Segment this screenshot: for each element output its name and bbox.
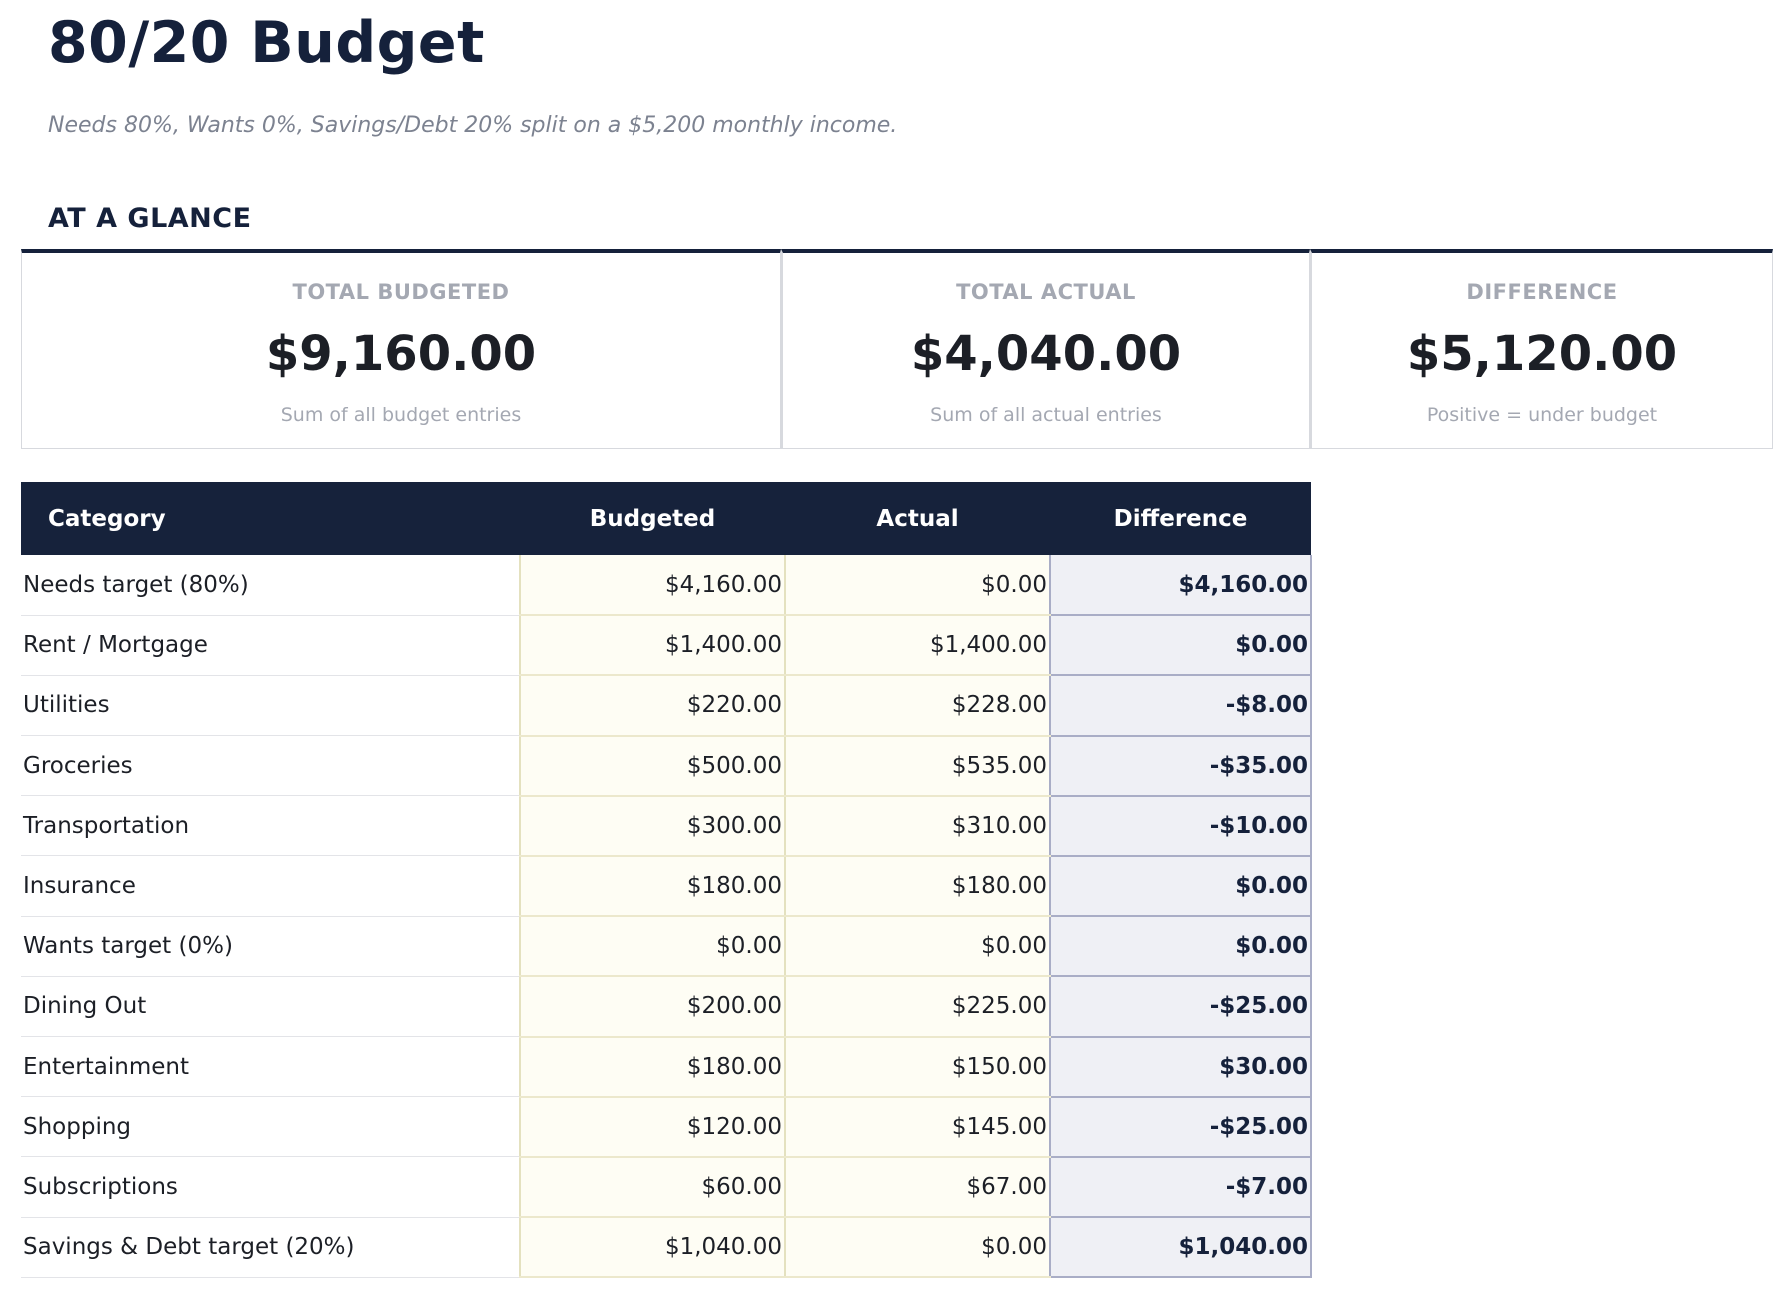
difference-cell: -$7.00 <box>1049 1156 1312 1219</box>
difference-cell: -$8.00 <box>1049 675 1312 737</box>
actual-cell[interactable]: $0.00 <box>784 555 1050 617</box>
category-cell: Utilities <box>21 675 520 737</box>
budgeted-cell[interactable]: $300.00 <box>519 795 785 857</box>
actual-cell[interactable]: $0.00 <box>784 916 1050 978</box>
category-cell: Dining Out <box>21 976 520 1038</box>
table-row: Insurance $180.00 $180.00 $0.00 <box>21 855 1312 918</box>
category-cell: Entertainment <box>21 1036 520 1098</box>
budget-table: Category Budgeted Actual Difference Need… <box>21 482 1312 1279</box>
difference-cell: $30.00 <box>1049 1036 1312 1098</box>
table-row: Utilities $220.00 $228.00 -$8.00 <box>21 675 1312 737</box>
table-row: Dining Out $200.00 $225.00 -$25.00 <box>21 976 1312 1038</box>
budgeted-cell[interactable]: $120.00 <box>519 1096 785 1158</box>
category-cell: Savings & Debt target (20%) <box>21 1217 520 1278</box>
total-actual-card: TOTAL ACTUAL $4,040.00 Sum of all actual… <box>781 249 1310 449</box>
page-title: 80/20 Budget <box>48 10 485 76</box>
table-row: Rent / Mortgage $1,400.00 $1,400.00 $0.0… <box>21 615 1312 677</box>
page-subtitle: Needs 80%, Wants 0%, Savings/Debt 20% sp… <box>48 113 898 138</box>
card-label: DIFFERENCE <box>1466 280 1618 304</box>
card-label: TOTAL ACTUAL <box>956 280 1136 304</box>
category-cell: Needs target (80%) <box>21 555 520 616</box>
budgeted-cell[interactable]: $200.00 <box>519 976 785 1038</box>
actual-cell[interactable]: $180.00 <box>784 855 1050 918</box>
total-budgeted-card: TOTAL BUDGETED $9,160.00 Sum of all budg… <box>21 249 781 449</box>
difference-cell: $1,040.00 <box>1049 1217 1312 1279</box>
card-note: Sum of all actual entries <box>930 404 1162 426</box>
budgeted-cell[interactable]: $180.00 <box>519 1036 785 1098</box>
summary-cards: TOTAL BUDGETED $9,160.00 Sum of all budg… <box>21 249 1773 449</box>
actual-cell[interactable]: $150.00 <box>784 1036 1050 1098</box>
card-value: $5,120.00 <box>1406 326 1678 382</box>
card-note: Positive = under budget <box>1426 404 1658 426</box>
category-cell: Groceries <box>21 735 520 797</box>
category-cell: Wants target (0%) <box>21 916 520 977</box>
actual-cell[interactable]: $0.00 <box>784 1217 1050 1279</box>
actual-cell[interactable]: $535.00 <box>784 735 1050 797</box>
difference-cell: -$25.00 <box>1049 1096 1312 1158</box>
actual-cell[interactable]: $145.00 <box>784 1096 1050 1158</box>
section-heading-at-a-glance: AT A GLANCE <box>48 203 252 234</box>
table-row: Needs target (80%) $4,160.00 $0.00 $4,16… <box>21 555 1312 617</box>
table-row: Savings & Debt target (20%) $1,040.00 $0… <box>21 1217 1312 1279</box>
card-value: $4,040.00 <box>910 326 1182 382</box>
table-row: Transportation $300.00 $310.00 -$10.00 <box>21 795 1312 857</box>
difference-card: DIFFERENCE $5,120.00 Positive = under bu… <box>1310 249 1773 449</box>
category-cell: Rent / Mortgage <box>21 615 520 676</box>
budgeted-cell[interactable]: $0.00 <box>519 916 785 978</box>
table-row: Shopping $120.00 $145.00 -$25.00 <box>21 1096 1312 1158</box>
table-header-row: Category Budgeted Actual Difference <box>21 482 1311 555</box>
budgeted-cell[interactable]: $4,160.00 <box>519 555 785 617</box>
category-cell: Shopping <box>21 1096 520 1158</box>
table-row: Entertainment $180.00 $150.00 $30.00 <box>21 1036 1312 1098</box>
category-cell: Subscriptions <box>21 1156 520 1218</box>
actual-cell[interactable]: $225.00 <box>784 976 1050 1038</box>
table-row: Groceries $500.00 $535.00 -$35.00 <box>21 735 1312 797</box>
budgeted-cell[interactable]: $1,040.00 <box>519 1217 785 1279</box>
table-row: Subscriptions $60.00 $67.00 -$7.00 <box>21 1156 1312 1219</box>
difference-cell: $0.00 <box>1049 855 1312 918</box>
card-value: $9,160.00 <box>265 326 537 382</box>
card-note: Sum of all budget entries <box>280 404 522 426</box>
budgeted-cell[interactable]: $220.00 <box>519 675 785 737</box>
category-cell: Transportation <box>21 795 520 857</box>
card-label: TOTAL BUDGETED <box>292 280 510 304</box>
budgeted-cell[interactable]: $500.00 <box>519 735 785 797</box>
budgeted-cell[interactable]: $60.00 <box>519 1156 785 1219</box>
difference-cell: $0.00 <box>1049 615 1312 677</box>
difference-cell: -$10.00 <box>1049 795 1312 857</box>
difference-cell: -$25.00 <box>1049 976 1312 1038</box>
column-header-actual[interactable]: Actual <box>785 482 1050 555</box>
budgeted-cell[interactable]: $180.00 <box>519 855 785 918</box>
difference-cell: $4,160.00 <box>1049 555 1312 617</box>
actual-cell[interactable]: $310.00 <box>784 795 1050 857</box>
difference-cell: -$35.00 <box>1049 735 1312 797</box>
category-cell: Insurance <box>21 855 520 917</box>
column-header-difference[interactable]: Difference <box>1050 482 1311 555</box>
table-row: Wants target (0%) $0.00 $0.00 $0.00 <box>21 916 1312 978</box>
actual-cell[interactable]: $228.00 <box>784 675 1050 737</box>
budgeted-cell[interactable]: $1,400.00 <box>519 615 785 677</box>
column-header-budgeted[interactable]: Budgeted <box>520 482 785 555</box>
difference-cell: $0.00 <box>1049 916 1312 978</box>
column-header-category[interactable]: Category <box>21 482 520 555</box>
actual-cell[interactable]: $1,400.00 <box>784 615 1050 677</box>
actual-cell[interactable]: $67.00 <box>784 1156 1050 1219</box>
